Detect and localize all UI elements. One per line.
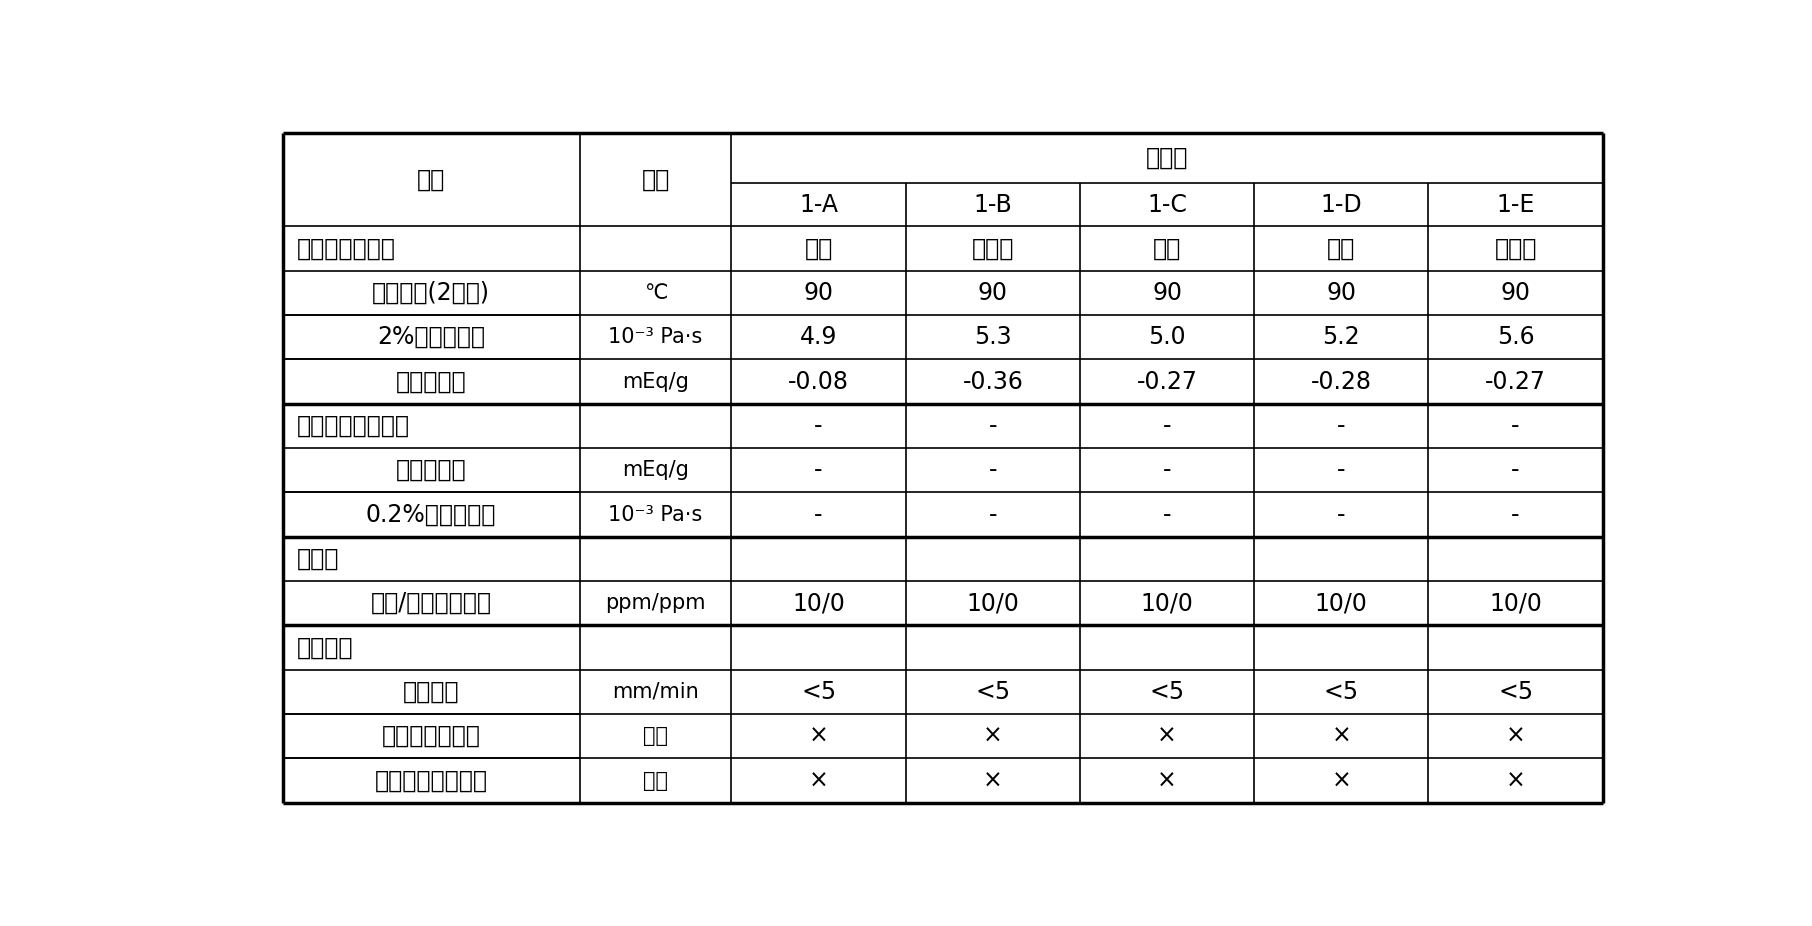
Text: 胶体当量值: 胶体当量值 [395,369,466,394]
Text: -: - [1337,414,1346,438]
Text: ×: × [1332,769,1352,793]
Text: 凝聚速度: 凝聚速度 [402,680,460,704]
Text: -: - [1511,503,1520,527]
Text: 1-D: 1-D [1321,193,1363,217]
Text: -: - [1337,503,1346,527]
Text: -: - [814,503,823,527]
Text: 1-E: 1-E [1497,193,1535,217]
Text: 90: 90 [803,281,834,305]
Text: -: - [1511,458,1520,482]
Text: 目测: 目测 [643,726,669,746]
Text: -: - [989,458,997,482]
Text: -0.28: -0.28 [1310,369,1372,394]
Text: 10⁻³ Pa·s: 10⁻³ Pa·s [609,327,703,347]
Text: 干燥温度(2小时): 干燥温度(2小时) [371,281,491,305]
Text: 1-C: 1-C [1147,193,1187,217]
Text: ×: × [808,724,828,748]
Text: 单位: 单位 [641,168,670,192]
Text: 4.9: 4.9 [799,325,837,349]
Text: mEq/g: mEq/g [622,460,689,481]
Text: 10⁻³ Pa·s: 10⁻³ Pa·s [609,505,703,524]
Text: ×: × [1506,769,1526,793]
Text: 凝聚效果: 凝聚效果 [297,635,353,659]
Text: 菠菜: 菠菜 [1152,236,1181,260]
Text: ×: × [1332,724,1352,748]
Text: -0.27: -0.27 [1486,369,1546,394]
Text: 项目: 项目 [417,168,446,192]
Text: 10/0: 10/0 [966,591,1020,615]
Text: ×: × [982,769,1002,793]
Text: -0.08: -0.08 [788,369,850,394]
Text: -0.36: -0.36 [962,369,1024,394]
Text: 植物/高分子凝聚剂: 植物/高分子凝聚剂 [371,591,491,615]
Text: mm/min: mm/min [612,682,699,702]
Text: 茼蒿: 茼蒿 [1326,236,1355,260]
Text: 合成高分子凝聚剂: 合成高分子凝聚剂 [297,414,410,438]
Text: 90: 90 [978,281,1007,305]
Text: 10/0: 10/0 [1316,591,1368,615]
Text: 5.6: 5.6 [1497,325,1535,349]
Text: ×: × [982,724,1002,748]
Text: 0.2%水溶液粘度: 0.2%水溶液粘度 [366,503,496,527]
Text: 5.0: 5.0 [1149,325,1185,349]
Text: <5: <5 [975,680,1011,704]
Text: 90: 90 [1326,281,1357,305]
Text: <5: <5 [801,680,835,704]
Text: ×: × [1158,724,1178,748]
Text: 90: 90 [1500,281,1531,305]
Text: 90: 90 [1152,281,1181,305]
Text: -: - [1163,414,1171,438]
Text: 上清液的澄清性: 上清液的澄清性 [382,724,480,748]
Text: 小松菜: 小松菜 [971,236,1015,260]
Text: 脱水滤液的澄清性: 脱水滤液的澄清性 [375,769,487,793]
Text: 比较例: 比较例 [1145,145,1189,169]
Text: ×: × [1158,769,1178,793]
Text: 10/0: 10/0 [1142,591,1194,615]
Text: ppm/ppm: ppm/ppm [605,594,707,613]
Text: -: - [989,503,997,527]
Text: 5.3: 5.3 [975,325,1011,349]
Text: 青紫苏: 青紫苏 [1495,236,1537,260]
Text: -0.27: -0.27 [1136,369,1198,394]
Text: <5: <5 [1325,680,1359,704]
Text: 雪菜: 雪菜 [805,236,834,260]
Text: -: - [814,414,823,438]
Text: ×: × [808,769,828,793]
Text: <5: <5 [1149,680,1185,704]
Text: 1-B: 1-B [973,193,1013,217]
Text: -: - [814,458,823,482]
Text: -: - [1163,458,1171,482]
Text: 胶体当量值: 胶体当量值 [395,458,466,482]
Text: ℃: ℃ [643,282,667,303]
Text: <5: <5 [1499,680,1533,704]
Text: 10/0: 10/0 [1489,591,1542,615]
Text: 目测: 目测 [643,770,669,791]
Text: 2%水溶液粘度: 2%水溶液粘度 [377,325,486,349]
Text: 1-A: 1-A [799,193,839,217]
Text: -: - [989,414,997,438]
Text: 10/0: 10/0 [792,591,844,615]
Text: 5.2: 5.2 [1323,325,1361,349]
Text: -: - [1337,458,1346,482]
Text: -: - [1511,414,1520,438]
Text: 原料植物的种类: 原料植物的种类 [297,236,395,260]
Text: ×: × [1506,724,1526,748]
Text: 添加量: 添加量 [297,547,339,571]
Text: mEq/g: mEq/g [622,371,689,392]
Text: -: - [1163,503,1171,527]
